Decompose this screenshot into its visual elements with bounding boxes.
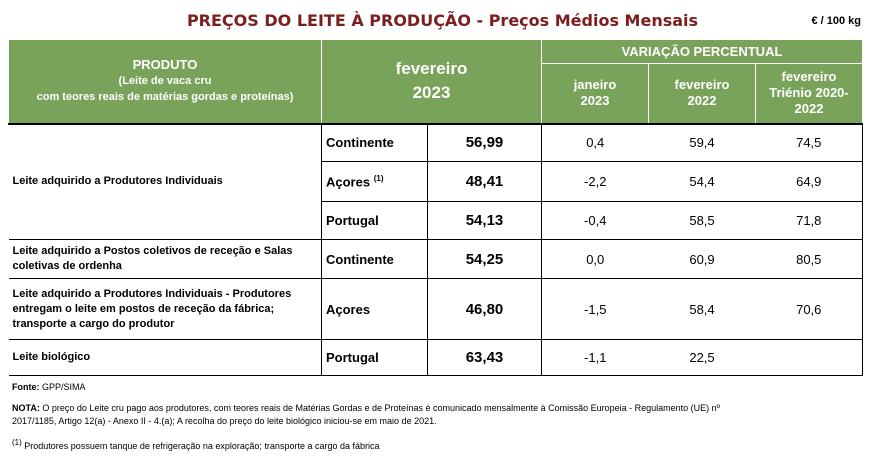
- header-var-fev2022-l2: 2022: [687, 93, 717, 109]
- header-var-trienio-l3: 2022: [794, 101, 824, 117]
- page-title: PREÇOS DO LEITE À PRODUÇÃO - Preços Médi…: [0, 11, 885, 30]
- header-var-trienio-l2: Triénio 2020-: [769, 85, 849, 101]
- var-fev-cell: 58,5: [648, 201, 756, 240]
- prices-table: PRODUTO (Leite de vaca cru com teores re…: [8, 39, 863, 376]
- source-note: Fonte: GPP/SIMA: [12, 381, 872, 394]
- unit-label: € / 100 kg: [811, 15, 861, 27]
- footnote-1-text: Produtores possuem tanque de refrigeraçã…: [21, 441, 380, 451]
- header-produto-sub1: (Leite de vaca cru: [118, 75, 212, 88]
- header-variacao: VARIAÇÃO PERCENTUAL: [541, 39, 863, 64]
- header-var-jan2023-l1: janeiro: [573, 77, 617, 93]
- var-jan-cell: -1,5: [541, 278, 649, 340]
- price-cell: 54,25: [427, 239, 542, 279]
- table-row: Leite biológico Portugal 63,43 -1,1 22,5: [8, 339, 863, 376]
- region-cell: Continente: [321, 239, 428, 279]
- header-produto: PRODUTO (Leite de vaca cru com teores re…: [8, 39, 322, 124]
- header-price: fevereiro 2023: [321, 39, 542, 124]
- title-main: PREÇOS DO LEITE À PRODUÇÃO: [186, 11, 471, 30]
- header-price-year: 2023: [412, 83, 451, 103]
- price-cell: 63,43: [427, 339, 542, 376]
- var-trienio-cell: 74,5: [755, 122, 863, 162]
- var-jan-cell: -1,1: [541, 339, 649, 376]
- var-fev-cell: 22,5: [648, 339, 756, 376]
- region-cell: Continente: [321, 122, 428, 162]
- var-trienio-cell: 64,9: [755, 161, 863, 202]
- title-subtitle: - Preços Médios Mensais: [470, 11, 699, 30]
- price-cell: 56,99: [427, 122, 542, 162]
- footnote-mark: (1): [373, 173, 384, 183]
- table-row: Leite adquirido a Produtores Individuais…: [8, 122, 863, 240]
- region-cell: Portugal: [321, 201, 428, 240]
- header-var-jan2023-l2: 2023: [580, 93, 610, 109]
- region-cell: Açores: [321, 278, 428, 340]
- price-cell: 48,41: [427, 161, 542, 202]
- header-var-trienio-l1: fevereiro: [781, 69, 837, 85]
- var-jan-cell: 0,0: [541, 239, 649, 279]
- var-trienio-cell: 70,6: [755, 278, 863, 340]
- var-trienio-cell: [755, 339, 863, 376]
- header-var-fev2022-l1: fevereiro: [674, 77, 730, 93]
- region-label: Açores: [326, 174, 371, 190]
- product-cell: Leite adquirido a Postos coletivos de re…: [8, 239, 322, 279]
- product-cell: Leite adquirido a Produtores Individuais…: [8, 278, 322, 340]
- footnote-1-mark: (1): [12, 438, 22, 447]
- price-cell: 54,13: [427, 201, 542, 240]
- price-cell: 46,80: [427, 278, 542, 340]
- nota-note: NOTA: O preço do Leite cru pago aos prod…: [12, 402, 872, 415]
- nota-label: NOTA:: [12, 403, 40, 413]
- product-cell: Leite adquirido a Produtores Individuais: [8, 122, 322, 240]
- var-jan-cell: -0,4: [541, 201, 649, 240]
- var-trienio-cell: 80,5: [755, 239, 863, 279]
- region-cell: Açores (1): [321, 161, 428, 202]
- header-var-fev2022: fevereiro 2022: [648, 63, 756, 124]
- var-jan-cell: -2,2: [541, 161, 649, 202]
- var-jan-cell: 0,4: [541, 122, 649, 162]
- header-produto-label: PRODUTO: [132, 57, 198, 73]
- var-fev-cell: 54,4: [648, 161, 756, 202]
- product-cell: Leite biológico: [8, 339, 322, 376]
- nota-note-cont: 2017/1185, Artigo 12(a) - Anexo II - 4.(…: [12, 415, 872, 428]
- var-trienio-cell: 71,8: [755, 201, 863, 240]
- header-variacao-label: VARIAÇÃO PERCENTUAL: [621, 43, 783, 59]
- source-label: Fonte:: [12, 382, 40, 392]
- header-var-trienio: fevereiro Triénio 2020- 2022: [755, 63, 863, 124]
- var-fev-cell: 60,9: [648, 239, 756, 279]
- nota-line-1: O preço do Leite cru pago aos produtores…: [39, 403, 720, 413]
- source-text: GPP/SIMA: [39, 382, 86, 392]
- header-produto-sub2: com teores reais de matérias gordas e pr…: [36, 91, 294, 104]
- table-row: Leite adquirido a Postos coletivos de re…: [8, 239, 863, 279]
- header-var-jan2023: janeiro 2023: [541, 63, 649, 124]
- footnote-1: (1) Produtores possuem tanque de refrige…: [12, 436, 872, 453]
- header-price-month: fevereiro: [395, 59, 468, 79]
- table-row: Açores (1) 48,41 -2,2 54,4 64,9: [9, 161, 863, 202]
- var-fev-cell: 59,4: [648, 122, 756, 162]
- table-row: Portugal 54,13 -0,4 58,5 71,8: [9, 201, 863, 240]
- region-cell: Portugal: [321, 339, 428, 376]
- nota-line-2: 2017/1185, Artigo 12(a) - Anexo II - 4.(…: [12, 416, 437, 426]
- var-fev-cell: 58,4: [648, 278, 756, 340]
- table-row: Leite adquirido a Produtores Individuais…: [8, 278, 863, 340]
